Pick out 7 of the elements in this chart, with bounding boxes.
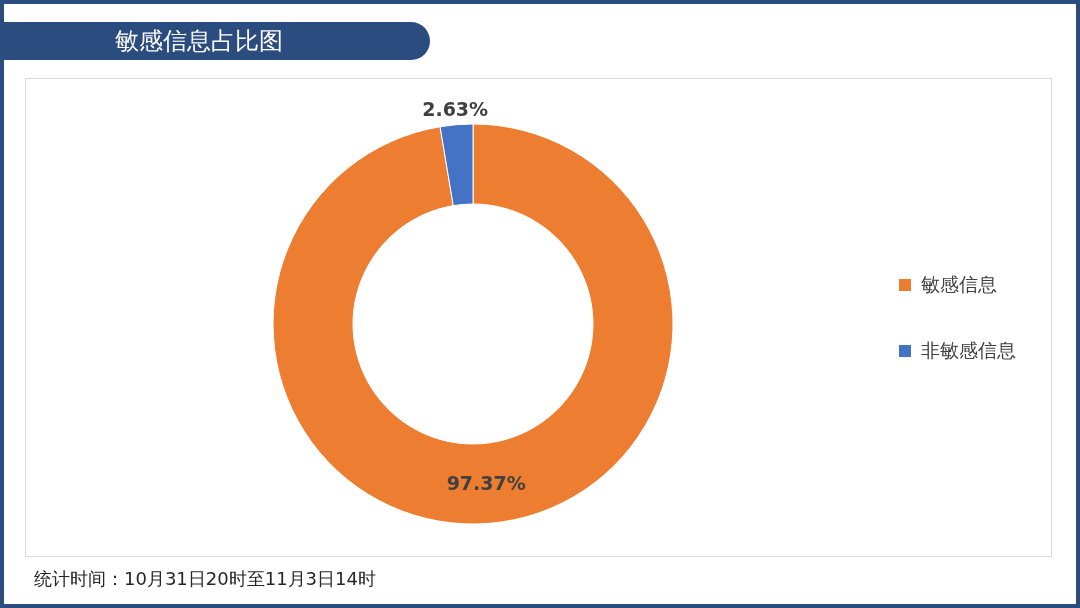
legend-label: 敏感信息 [921,271,997,297]
data-label: 97.37% [446,472,526,495]
chart-title: 敏感信息占比图 [0,22,430,60]
legend-label: 非敏感信息 [921,337,1016,363]
donut-slice [272,123,674,525]
data-label: 2.63% [422,97,489,120]
text: 统计时间：10月31日20时至11月3日14时 [34,567,376,591]
